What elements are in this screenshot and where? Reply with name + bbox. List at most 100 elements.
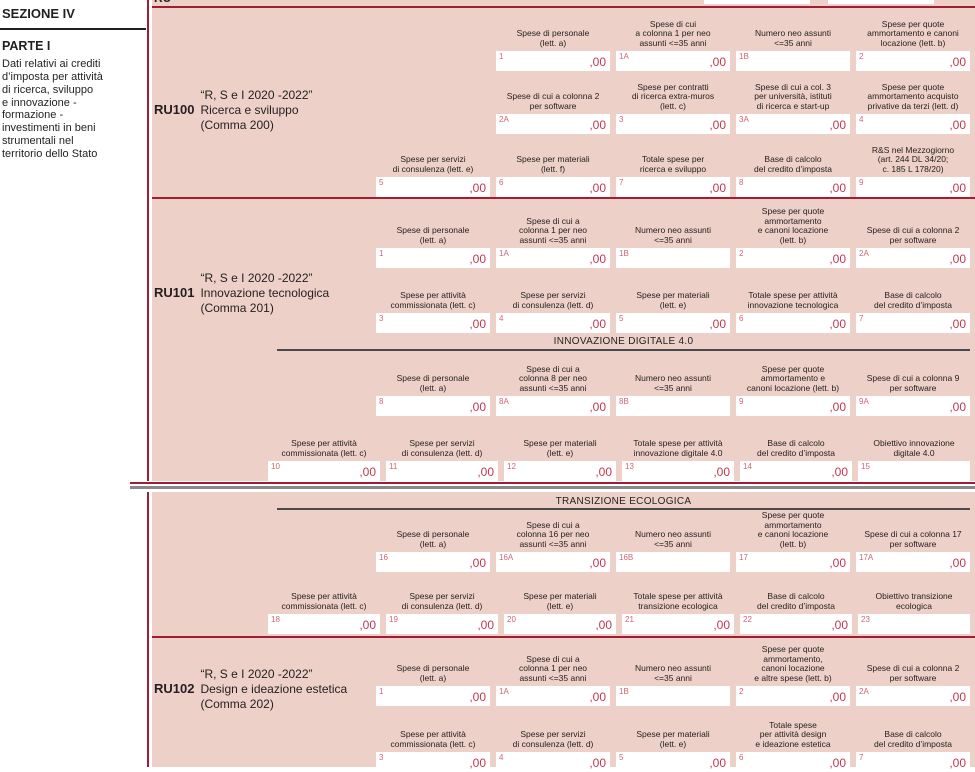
field-input-box-2[interactable]: 2,00 <box>736 686 850 706</box>
field-input-box-20[interactable]: 20,00 <box>504 614 616 634</box>
field-label: Spese per servizi di consulenza (lett. d… <box>401 438 483 459</box>
field-input-box-1B[interactable]: 1B <box>616 686 730 706</box>
field-number: 17A <box>859 553 874 562</box>
field-value: ,00 <box>829 181 846 195</box>
field-number: 8 <box>739 178 744 187</box>
subheader-innovazione-digitale: INNOVAZIONE DIGITALE 4.0 <box>277 333 970 351</box>
field-input-box-4[interactable]: 4,00 <box>856 114 970 134</box>
field-row: Spese di personale (lett. a) 8,00 Spese di… <box>152 351 975 416</box>
field-value: ,00 <box>589 118 606 132</box>
field-number: 2 <box>739 687 744 696</box>
field-input-box-5[interactable]: 5,00 <box>376 177 490 197</box>
field-input-box-4[interactable]: 4,00 <box>496 752 610 772</box>
field-label: Spese per contratti di ricerca extra-mur… <box>631 81 715 112</box>
field-number: 1 <box>499 52 504 61</box>
field-number: 2A <box>499 115 509 124</box>
field-4: Spese per quote ammortamento acquisto pr… <box>856 82 970 134</box>
ru102-code: RU102 <box>154 681 195 696</box>
field-input-box-2[interactable]: 2,00 <box>736 248 850 268</box>
field-input-box-8B[interactable]: 8B <box>616 396 730 416</box>
field-number: 5 <box>619 753 624 762</box>
field-input-box-12[interactable]: 12,00 <box>504 461 616 481</box>
section-description: Dati relativi ai crediti d’imposta per a… <box>2 58 103 161</box>
field-number: 2 <box>859 52 864 61</box>
field-21: Totale spese per attività transizione ec… <box>622 592 734 634</box>
field-input-box-5[interactable]: 5,00 <box>616 313 730 333</box>
field-label: Spese di cui a colonna 9 per software <box>866 373 960 394</box>
field-label: Obiettivo innovazione digitale 4.0 <box>873 438 955 459</box>
field-number: 13 <box>625 462 634 471</box>
field-input-box-9[interactable]: 9,00 <box>736 396 850 416</box>
field-input-box-4[interactable]: 4,00 <box>496 313 610 333</box>
field-value: ,00 <box>949 118 966 132</box>
field-input-box-17A[interactable]: 17A ,00 <box>856 552 970 572</box>
field-input-box-15[interactable]: 15 <box>858 461 970 481</box>
field-input-box-18[interactable]: 18,00 <box>268 614 380 634</box>
field-input-box-8[interactable]: 8,00 <box>736 177 850 197</box>
field-input-box-3[interactable]: 3,00 <box>376 752 490 772</box>
field-input-box-22[interactable]: 22,00 <box>740 614 852 634</box>
field-input-box-2A[interactable]: 2A ,00 <box>856 248 970 268</box>
field-input-box-3A[interactable]: 3A ,00 <box>736 114 850 134</box>
field-input-box-3[interactable]: 3,00 <box>616 114 730 134</box>
field-input-box-16B[interactable]: 16B <box>616 552 730 572</box>
field-label: Spese per materiali (lett. e) <box>523 591 597 612</box>
field-input-box-5[interactable]: 5,00 <box>616 752 730 772</box>
sidebar-section-info: SEZIONE IV PARTE I Dati relativi ai cred… <box>0 0 146 161</box>
field-input-box-7[interactable]: 7,00 <box>856 752 970 772</box>
field-value: ,00 <box>831 618 848 632</box>
field-input-box-1[interactable]: 1,00 <box>376 248 490 268</box>
field-label: Base di calcolo del credito d’imposta <box>874 290 952 311</box>
field-input-box-1A[interactable]: 1A ,00 <box>496 686 610 706</box>
field-label: R&S nel Mezzogiorno (art. 244 DL 34/20; … <box>871 144 955 175</box>
field-input-box-6[interactable]: 6,00 <box>736 752 850 772</box>
field-label: Spese per quote ammortamento e canoni lo… <box>757 509 829 550</box>
field-4: Spese per servizi di consulenza (lett. d… <box>496 730 610 772</box>
field-input-box-23[interactable]: 23 <box>858 614 970 634</box>
field-number: 12 <box>507 462 516 471</box>
field-input-box-6[interactable]: 6,00 <box>736 313 850 333</box>
field-input-box-1B[interactable]: 1B <box>616 248 730 268</box>
field-value: ,00 <box>469 690 486 704</box>
field-input-box-16A[interactable]: 16A ,00 <box>496 552 610 572</box>
field-input-box-9A[interactable]: 9A ,00 <box>856 396 970 416</box>
field-input-box-9[interactable]: 9,00 <box>856 177 970 197</box>
field-3A: Spese di cui a col. 3 per università, is… <box>736 82 850 134</box>
field-11: Spese per servizi di consulenza (lett. d… <box>386 439 498 481</box>
field-input-box-14[interactable]: 14,00 <box>740 461 852 481</box>
field-input-box-19[interactable]: 19,00 <box>386 614 498 634</box>
field-input-box-2[interactable]: 2,00 <box>856 51 970 71</box>
field-input-box-1B[interactable]: 1B <box>736 51 850 71</box>
field-input-box-10[interactable]: 10,00 <box>268 461 380 481</box>
field-input-box-6[interactable]: 6,00 <box>496 177 610 197</box>
field-1: Spese di personale (lett. a) 1,00 <box>496 29 610 71</box>
field-number: 22 <box>743 615 752 624</box>
field-value: ,00 <box>589 690 606 704</box>
field-input-box-7[interactable]: 7,00 <box>616 177 730 197</box>
field-input-box-7[interactable]: 7,00 <box>856 313 970 333</box>
field-input-box-2A[interactable]: 2A ,00 <box>856 686 970 706</box>
form-body: RU RU100 “R, S e I 2020 -2022” Ricerca e… <box>152 0 975 772</box>
field-value: ,00 <box>469 400 486 414</box>
field-number: 4 <box>859 115 864 124</box>
field-input-box-2A[interactable]: 2A ,00 <box>496 114 610 134</box>
field-input-box-17[interactable]: 17,00 <box>736 552 850 572</box>
separator-gray-line <box>130 486 975 489</box>
field-input-box-16[interactable]: 16,00 <box>376 552 490 572</box>
field-number: 4 <box>499 753 504 762</box>
field-input-box-1A[interactable]: 1A ,00 <box>496 248 610 268</box>
field-value: ,00 <box>949 756 966 770</box>
field-input-box-1A[interactable]: 1A ,00 <box>616 51 730 71</box>
field-number: 14 <box>743 462 752 471</box>
field-input-box-11[interactable]: 11,00 <box>386 461 498 481</box>
field-number: 8B <box>619 397 629 406</box>
field-input-box-1[interactable]: 1,00 <box>376 686 490 706</box>
field-input-box-13[interactable]: 13,00 <box>622 461 734 481</box>
field-label: Spese per attività commissionata (lett. … <box>390 290 476 311</box>
field-number: 23 <box>861 615 870 624</box>
field-input-box-8[interactable]: 8,00 <box>376 396 490 416</box>
field-input-box-1[interactable]: 1,00 <box>496 51 610 71</box>
field-input-box-21[interactable]: 21,00 <box>622 614 734 634</box>
field-input-box-3[interactable]: 3,00 <box>376 313 490 333</box>
field-input-box-8A[interactable]: 8A ,00 <box>496 396 610 416</box>
